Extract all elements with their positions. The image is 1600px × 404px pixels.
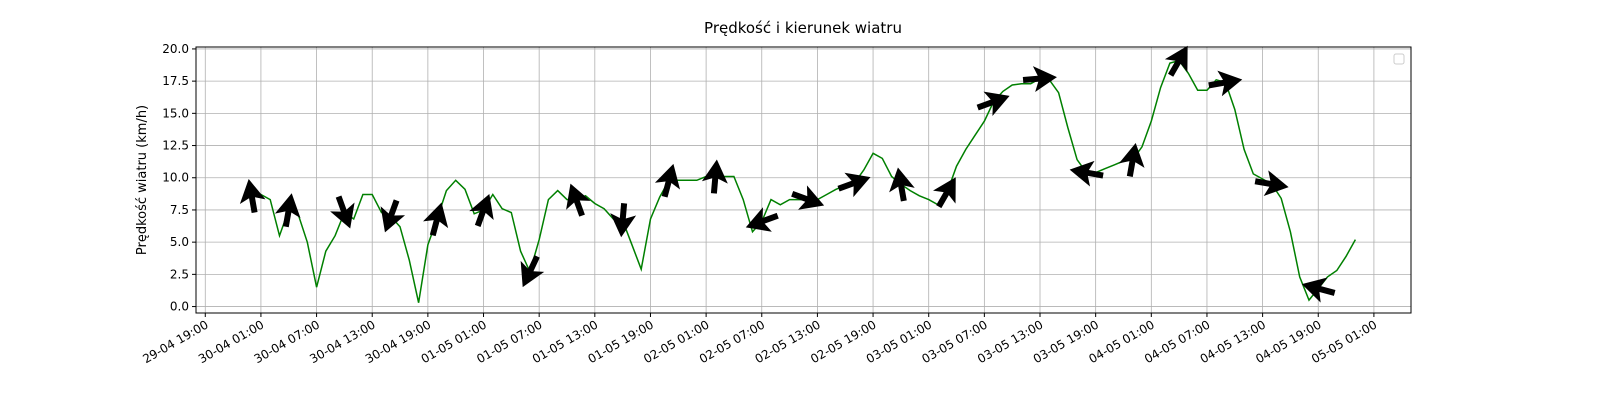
y-tick-label: 7.5 (170, 203, 189, 217)
wind-arrow (566, 183, 591, 217)
wind-arrow (701, 159, 728, 194)
wind-arrow (239, 179, 266, 214)
wind-arrow (1301, 277, 1336, 303)
wind-arrow (933, 177, 956, 209)
wind-arrow (1069, 160, 1104, 187)
y-tick-label: 0.0 (170, 300, 189, 314)
wind-arrow (380, 199, 406, 233)
wind-arrow (976, 91, 1010, 117)
line (251, 59, 1357, 303)
y-tick-label: 12.5 (162, 139, 189, 153)
wind-arrow (791, 185, 825, 210)
y-tick-label: 2.5 (170, 267, 189, 281)
wind-arrow (274, 193, 301, 228)
y-tick-label: 10.0 (162, 171, 189, 185)
wind-arrow (520, 255, 545, 288)
wind-arrow (423, 202, 449, 237)
wind-arrow (889, 167, 915, 202)
wind-arrow (1118, 142, 1145, 177)
wind-arrow (1208, 70, 1243, 97)
wind-arrow (610, 203, 637, 238)
y-tick-label: 17.5 (162, 74, 189, 88)
y-tick-label: 15.0 (162, 106, 189, 120)
y-axis-label: Prędkość wiatru (km/h) (135, 105, 150, 255)
wind-arrow (1254, 170, 1289, 196)
wind-arrow (1022, 66, 1057, 93)
chart-title: Prędkość i kierunek wiatru (704, 19, 902, 37)
wind-arrow (330, 195, 355, 229)
plot-frame (195, 46, 1412, 314)
wind-arrow (745, 207, 779, 232)
y-tick-label: 5.0 (170, 235, 189, 249)
y-tick-label: 20.0 (162, 42, 189, 56)
legend-box (1393, 53, 1405, 65)
wind-arrow (654, 163, 681, 198)
wind-arrow (469, 193, 494, 227)
wind-arrow (1164, 45, 1188, 77)
wind-arrow (837, 172, 871, 198)
